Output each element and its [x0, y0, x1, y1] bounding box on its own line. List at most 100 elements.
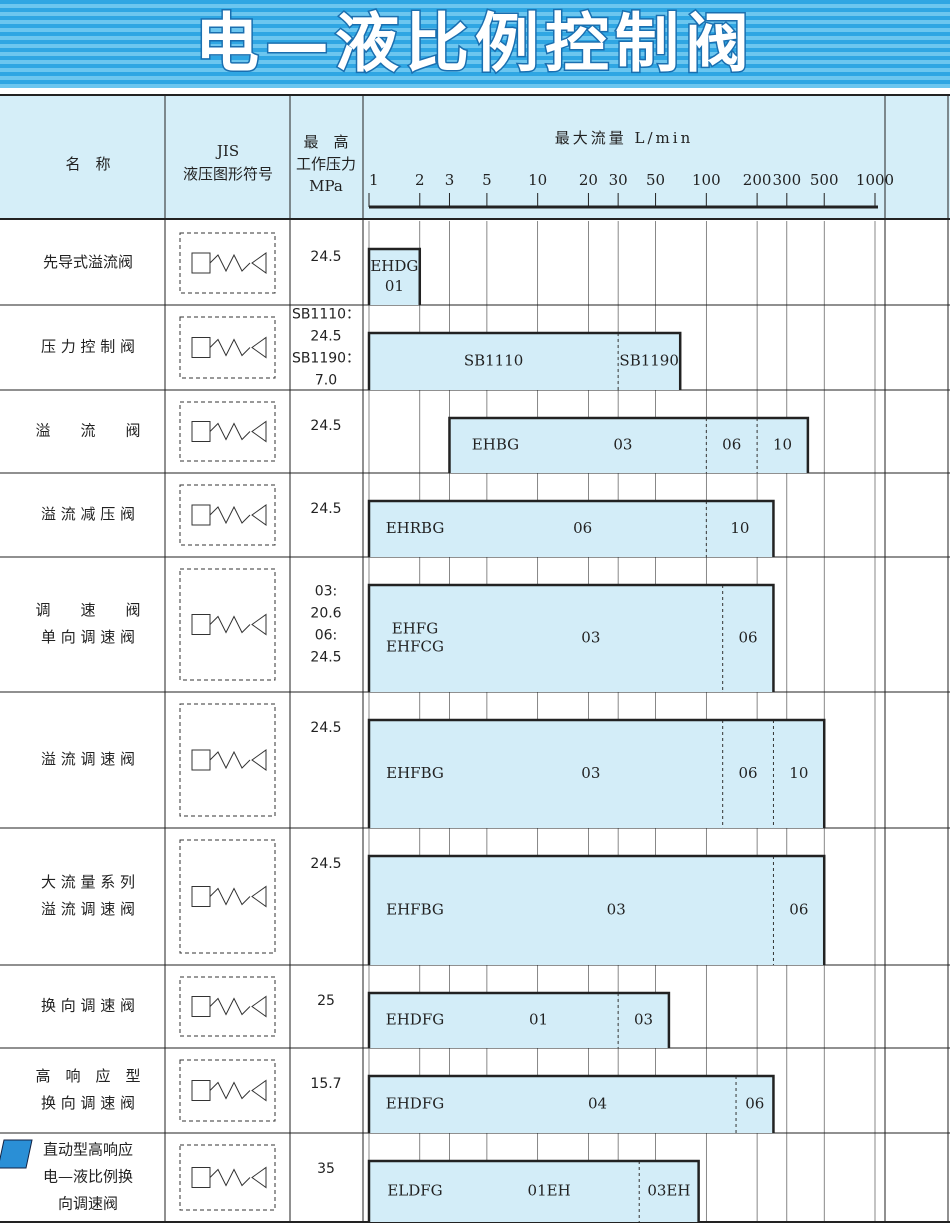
row-name: 换 向 调 速 阀 [41, 997, 135, 1015]
pressure: 20.6 [310, 606, 341, 622]
segment-label: 03 [613, 436, 632, 454]
jis-symbol [179, 1144, 276, 1211]
jis-symbol [209, 995, 267, 1018]
x-tick-label: 100 [692, 171, 721, 189]
segment-label: 06 [745, 1095, 764, 1113]
bar-segment [369, 585, 723, 692]
segment-label: 03 [581, 629, 600, 647]
segment-label: 06 [739, 629, 758, 647]
model: EHFCG [386, 638, 444, 656]
jis-symbol [179, 316, 276, 379]
jis-symbol [179, 568, 276, 681]
jis-symbol [209, 420, 267, 443]
col-flow: 最大流量 L/min [555, 129, 693, 147]
bar-segment [773, 720, 825, 828]
bar-segment [369, 720, 723, 828]
jis-symbol [179, 1059, 276, 1122]
jis-symbol [209, 613, 267, 636]
segment-label: 01 [529, 1011, 548, 1029]
model: EHDFG [386, 1011, 444, 1029]
jis-symbol [191, 614, 211, 635]
model: EHDFG [386, 1095, 444, 1113]
bar-segment [618, 993, 669, 1048]
segment-label: 01EH [528, 1182, 571, 1200]
x-tick-label: 50 [646, 171, 665, 189]
pressure: 24.5 [310, 856, 341, 872]
model: EHDG [370, 257, 418, 275]
segment-label: 10 [730, 519, 749, 537]
jis-symbol [179, 401, 276, 462]
row-name: 向调速阀 [58, 1195, 118, 1213]
jis-symbol [179, 703, 276, 817]
x-tick-label: 2 [415, 171, 425, 189]
row-name: 换 向 调 速 阀 [41, 1094, 135, 1112]
pressure: SB1190： [292, 351, 360, 367]
pressure: 24.5 [310, 720, 341, 736]
bar-segment [369, 1076, 737, 1133]
segment-label: SB1110 [464, 352, 523, 370]
segment-label: SB1190 [619, 352, 678, 370]
jis-symbol [209, 885, 267, 908]
jis-symbol [179, 976, 276, 1037]
bar-outline [367, 1159, 700, 1222]
jis-symbol [191, 749, 211, 771]
jis-symbol [191, 421, 211, 442]
pressure: 24.5 [310, 418, 341, 434]
row-name: 溢 流 调 速 阀 [41, 900, 135, 918]
x-tick-label: 3 [445, 171, 455, 189]
segment-label: 06 [573, 519, 592, 537]
bar-outline [367, 854, 826, 965]
jis-symbol [179, 839, 276, 954]
jis-symbol [209, 1166, 267, 1189]
row-name: 单 向 调 速 阀 [41, 628, 135, 646]
x-tick-label: 1 [369, 171, 379, 189]
bar-outline [367, 991, 671, 1048]
pressure: 7.0 [315, 373, 337, 389]
model: ELDFG [387, 1182, 442, 1200]
segment-label: 04 [588, 1095, 607, 1113]
x-tick-label: 30 [609, 171, 628, 189]
bar-outline [367, 247, 422, 305]
bar-segment [722, 720, 774, 828]
bar-segment [757, 418, 808, 473]
segment-label: 01 [385, 277, 404, 295]
x-tick-label: 300 [772, 171, 801, 189]
row-name: 压 力 控 制 阀 [41, 338, 135, 356]
bar-segment [722, 585, 774, 692]
bar-segment [369, 993, 619, 1048]
jis-symbol [191, 252, 211, 274]
col-pressure: MPa [309, 177, 343, 195]
bar-outline [367, 1074, 775, 1133]
bar-segment [618, 333, 681, 390]
row-name: 大 流 量 系 列 [41, 873, 135, 891]
row-name: 溢 流 减 压 阀 [41, 505, 135, 523]
pressure: 25 [317, 993, 335, 1009]
jis-symbol [191, 504, 211, 526]
jis-symbol [209, 749, 267, 771]
bar-segment [706, 501, 774, 557]
pressure: 24.5 [310, 329, 341, 345]
segment-label: 06 [739, 764, 758, 782]
jis-symbol [209, 336, 267, 359]
jis-symbol [209, 504, 267, 526]
pressure: 03: [315, 584, 338, 600]
segment-label: 03 [634, 1011, 653, 1029]
segment-label: 10 [789, 764, 808, 782]
pressure: 24.5 [310, 650, 341, 666]
jis-symbol [209, 1079, 267, 1102]
bar-segment [369, 1161, 640, 1222]
model: EHFBG [386, 901, 444, 919]
row-name: 高 响 应 型 [35, 1067, 140, 1085]
title-banner [0, 0, 950, 88]
pressure: 35 [317, 1161, 335, 1177]
bar-segment [639, 1161, 699, 1222]
segment-label: 06 [789, 901, 808, 919]
model: EHRBG [386, 519, 445, 537]
bar-segment [449, 418, 707, 473]
x-tick-label: 20 [579, 171, 598, 189]
jis-symbol [179, 484, 276, 546]
x-tick-label: 1000 [856, 171, 894, 189]
logo [0, 1139, 33, 1169]
